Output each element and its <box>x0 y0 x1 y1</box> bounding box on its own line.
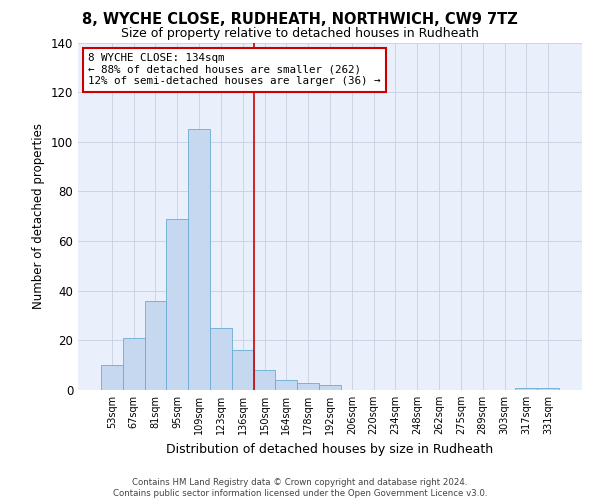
Bar <box>515 388 537 390</box>
Bar <box>319 385 341 390</box>
Bar <box>297 382 319 390</box>
X-axis label: Distribution of detached houses by size in Rudheath: Distribution of detached houses by size … <box>166 442 494 456</box>
Bar <box>145 300 166 390</box>
Bar <box>101 365 123 390</box>
Bar <box>537 388 559 390</box>
Bar <box>188 130 210 390</box>
Y-axis label: Number of detached properties: Number of detached properties <box>32 123 45 309</box>
Text: Contains HM Land Registry data © Crown copyright and database right 2024.
Contai: Contains HM Land Registry data © Crown c… <box>113 478 487 498</box>
Bar <box>275 380 297 390</box>
Bar <box>166 218 188 390</box>
Text: 8, WYCHE CLOSE, RUDHEATH, NORTHWICH, CW9 7TZ: 8, WYCHE CLOSE, RUDHEATH, NORTHWICH, CW9… <box>82 12 518 28</box>
Text: Size of property relative to detached houses in Rudheath: Size of property relative to detached ho… <box>121 28 479 40</box>
Bar <box>232 350 254 390</box>
Bar <box>210 328 232 390</box>
Bar <box>254 370 275 390</box>
Text: 8 WYCHE CLOSE: 134sqm
← 88% of detached houses are smaller (262)
12% of semi-det: 8 WYCHE CLOSE: 134sqm ← 88% of detached … <box>88 53 380 86</box>
Bar <box>123 338 145 390</box>
